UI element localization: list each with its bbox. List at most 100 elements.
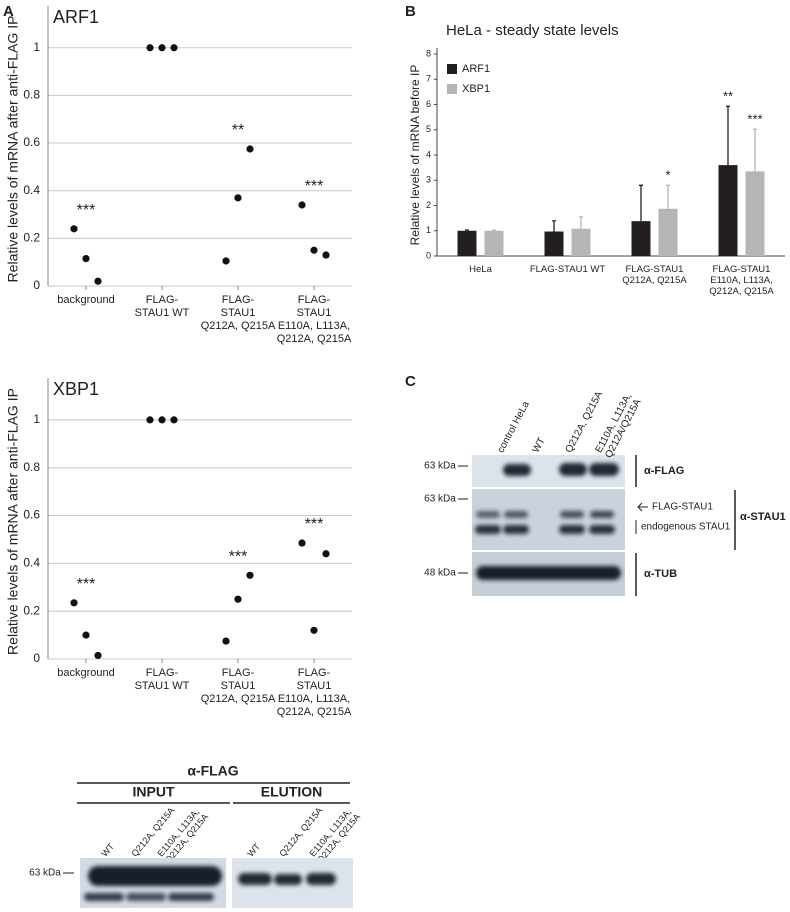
y-tick-label: 0 (33, 651, 40, 665)
significance: *** (77, 202, 96, 219)
bar (544, 231, 564, 256)
lane-label: WT (246, 841, 263, 859)
lane-label: WT (100, 841, 117, 859)
legend-swatch (447, 84, 457, 94)
size-marker: 63 kDa (29, 868, 61, 879)
band-label: endogenous STAU1 (641, 522, 731, 533)
x-tick-label: FLAG-STAU1 WT (135, 667, 190, 692)
antibody-label: α-FLAG (187, 763, 238, 779)
y-tick-label: 6 (426, 99, 431, 109)
label-line: STAU1 WT (135, 307, 190, 319)
band-label: FLAG-STAU1 (652, 502, 713, 513)
y-tick-label: 0.6 (23, 135, 40, 149)
x-tick-label: background (57, 294, 115, 306)
panel-letter: B (405, 3, 416, 20)
significance: ** (232, 122, 244, 139)
y-axis-label: Relative levels of mRNA before IP (408, 65, 422, 246)
dot (310, 246, 318, 254)
x-tick-label: HeLa (469, 264, 492, 275)
bar (658, 208, 678, 256)
label-line: STAU1 (221, 680, 256, 692)
size-marker: 63 kDa (424, 494, 456, 505)
label-line: Q212A, Q215A (277, 333, 352, 345)
y-tick-label: 0.6 (23, 508, 40, 522)
dot (322, 550, 330, 558)
arrow (637, 502, 648, 512)
dot (146, 44, 154, 52)
y-tick-label: 3 (426, 175, 431, 185)
label-line: FLAG-STAU1 (626, 264, 684, 275)
label-line: control HeLa (495, 399, 532, 455)
error-bar (579, 216, 583, 229)
y-tick-label: 1 (33, 412, 40, 426)
blot-band (589, 463, 619, 476)
dot (70, 225, 78, 233)
blot-strip (472, 489, 625, 550)
antibody-label: α-FLAG (644, 465, 684, 477)
dot (310, 626, 318, 634)
blot-band (559, 525, 585, 534)
dot (234, 595, 242, 603)
lane-label: control HeLa (495, 399, 532, 455)
significance: *** (77, 576, 96, 593)
blot-band (88, 866, 222, 886)
bar (745, 171, 765, 256)
label-line: Q212A, Q215A (709, 286, 774, 297)
blot-band (589, 525, 615, 534)
label-line: WT (246, 841, 263, 859)
blot-band (84, 893, 124, 901)
label-line: STAU1 (297, 307, 332, 319)
dot (298, 201, 306, 209)
label-line: Q212A, Q215A (201, 693, 276, 705)
significance: *** (229, 549, 248, 566)
y-tick-label: 5 (426, 124, 431, 134)
blot-band (168, 893, 214, 901)
y-tick-label: 0.4 (23, 183, 40, 197)
significance: *** (305, 178, 324, 195)
significance: ** (723, 89, 733, 104)
label-line: Q212A, Q215A (622, 275, 687, 286)
label-line: STAU1 (297, 680, 332, 692)
legend-label: ARF1 (462, 63, 490, 75)
chart-title: HeLa - steady state levels (446, 22, 619, 39)
x-tick-label: FLAG-STAU1 WT (135, 294, 190, 319)
label-line: FLAG- (146, 294, 179, 306)
blot-band (503, 464, 531, 476)
x-tick-label: FLAG-STAU1 E110A, L113A, Q212A, Q215A (709, 264, 774, 297)
label-line: WT (530, 436, 547, 455)
label-line: FLAG- (298, 667, 331, 679)
chart-title: XBP1 (53, 379, 99, 399)
error-bar (492, 229, 496, 231)
y-tick-label: 0.8 (23, 460, 40, 474)
label-line: FLAG- (298, 294, 331, 306)
bar (571, 228, 591, 256)
y-tick-label: 2 (426, 200, 431, 210)
antibody-label: α-STAU1 (740, 511, 786, 523)
x-tick-label: FLAG-STAU1 E110A, L113A, Q212A, Q215A (277, 294, 352, 345)
blot-band (590, 511, 614, 518)
dot (246, 145, 254, 153)
legend-swatch (447, 64, 457, 74)
error-bar (753, 128, 757, 172)
significance: * (665, 168, 670, 183)
label-line: E110A, L113A, (278, 320, 350, 332)
dot (94, 651, 102, 660)
bar (718, 165, 738, 256)
label-line: Q212A, Q215A (277, 706, 352, 718)
dot (222, 257, 230, 265)
label-line: FLAG- (222, 667, 255, 679)
x-tick-label: background (57, 667, 115, 679)
x-tick-label: FLAG-STAU1 E110A, L113A, Q212A, Q215A (277, 667, 352, 718)
x-tick-label: FLAG-STAU1 Q212A, Q215A (622, 264, 687, 286)
dot (70, 599, 78, 607)
y-axis-label: Relative levels of mRNA after anti-FLAG … (5, 388, 21, 655)
dot (170, 416, 178, 424)
dot (146, 416, 154, 424)
size-marker: 48 kDa (424, 568, 456, 579)
dot (298, 539, 306, 547)
label-line: FLAG-STAU1 (713, 264, 771, 275)
group-label: INPUT (133, 784, 175, 800)
blot-band (475, 525, 501, 534)
blot-band (504, 511, 528, 518)
dot (246, 571, 254, 579)
